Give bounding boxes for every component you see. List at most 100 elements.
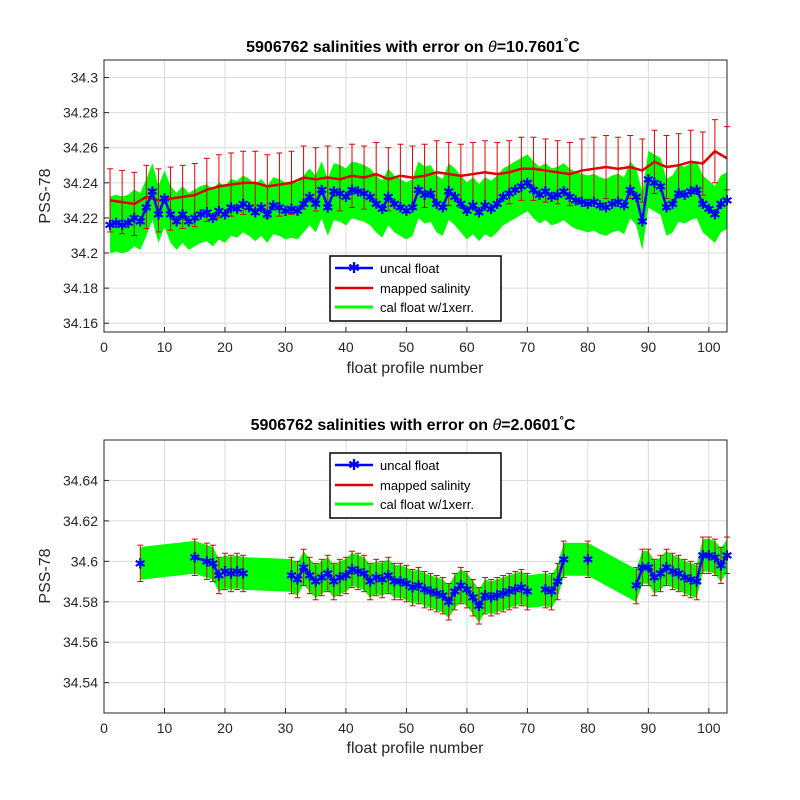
tick-label-x: 50 (399, 720, 415, 736)
uncal-float-point: ✱ (685, 572, 697, 588)
uncal-float-point: ✱ (292, 572, 304, 588)
uncal-float-point: ✱ (292, 203, 304, 219)
panel-top-mapped-line (109, 149, 728, 206)
tick-label-x: 100 (697, 339, 721, 355)
uncal-float-point: ✱ (298, 196, 310, 212)
tick-label-y: 34.26 (63, 140, 98, 156)
uncal-float-point: ✱ (340, 189, 352, 205)
uncal-float-point: ✱ (352, 563, 364, 579)
uncal-float-point: ✱ (225, 565, 237, 581)
panel-bottom-uncal-line: ✱ ✱ ✱✱✱✱✱✱✱ ✱✱✱✱✱✱✱✱✱✱✱✱✱✱✱✱✱✱✱✱✱✱✱✱✱✱✱✱✱✱✱… (134, 547, 732, 614)
uncal-float-point: ✱ (153, 206, 165, 222)
uncal-float-point: ✱ (304, 567, 316, 583)
uncal-float-point: ✱ (140, 199, 152, 215)
panel-bottom-cal-band (140, 538, 727, 623)
panel-top: 5906762 salinities with error on θ=10.76… (37, 37, 733, 377)
uncal-float-point: ✱ (461, 582, 473, 598)
uncal-float-point: ✱ (225, 199, 237, 215)
uncal-float-point: ✱ (503, 584, 515, 600)
uncal-float-point: ✱ (570, 192, 582, 208)
uncal-float-point: ✱ (661, 199, 673, 215)
tick-label-x: 10 (157, 720, 173, 736)
panel-top-uncal-line: ✱✱✱✱✱✱✱✱✱✱✱✱✱✱✱✱✱✱✱✱✱✱✱✱✱✱✱✱✱✱✱✱✱✱✱✱✱✱✱✱… (104, 171, 733, 233)
uncal-float-point: ✱ (661, 559, 673, 575)
uncal-float-point: ✱ (655, 178, 667, 194)
uncal-float-point: ✱ (171, 213, 183, 229)
uncal-float-point: ✱ (134, 213, 146, 229)
uncal-float-point: ✱ (558, 184, 570, 200)
uncal-float-point: ✱ (237, 196, 249, 212)
legend-cal-label: cal float w/1xerr. (380, 497, 474, 512)
uncal-float-point: ✱ (497, 586, 509, 602)
uncal-float-point: ✱ (522, 175, 534, 191)
uncal-float-point: ✱ (425, 584, 437, 600)
uncal-float-point: ✱ (509, 582, 521, 598)
uncal-float-point: ✱ (588, 194, 600, 210)
uncal-float-point: ✱ (630, 189, 642, 205)
uncal-float-point: ✱ (334, 570, 346, 586)
tick-label-x: 70 (520, 720, 536, 736)
panel-top-title: 5906762 salinities with error on θ=10.76… (246, 37, 580, 56)
legend-mapped-label: mapped salinity (380, 478, 471, 493)
tick-label-y: 34.16 (63, 315, 98, 331)
uncal-float-point: ✱ (328, 184, 340, 200)
uncal-float-point: ✱ (485, 201, 497, 217)
uncal-float-point: ✱ (388, 574, 400, 590)
tick-label-y: 34.58 (63, 594, 98, 610)
uncal-float-point: ✱ (491, 196, 503, 212)
uncal-float-point: ✱ (558, 551, 570, 567)
legend-uncal-label: uncal float (380, 261, 440, 276)
uncal-float-point: ✱ (165, 206, 177, 222)
uncal-float-point: ✱ (479, 198, 491, 214)
tick-label-x: 0 (100, 720, 108, 736)
tick-label-x: 20 (217, 720, 233, 736)
tick-label-x: 20 (217, 339, 233, 355)
uncal-float-point: ✱ (479, 588, 491, 604)
uncal-float-point: ✱ (395, 199, 407, 215)
uncal-float-point: ✱ (715, 557, 727, 573)
uncal-float-point: ✱ (491, 588, 503, 604)
uncal-float-point: ✱ (370, 570, 382, 586)
uncal-float-point: ✱ (413, 578, 425, 594)
tick-label-x: 90 (641, 720, 657, 736)
uncal-float-point: ✱ (286, 567, 298, 583)
uncal-float-point: ✱ (419, 187, 431, 203)
uncal-float-point: ✱ (618, 198, 630, 214)
uncal-float-point: ✱ (243, 199, 255, 215)
uncal-float-point: ✱ (255, 199, 267, 215)
uncal-float-point: ✱ (576, 194, 588, 210)
uncal-float-point: ✱ (703, 547, 715, 563)
uncal-float-point: ✱ (449, 189, 461, 205)
panel-bottom-axes-box (103, 439, 728, 714)
uncal-float-point: ✱ (201, 553, 213, 569)
uncal-float-point: ✱ (219, 563, 231, 579)
uncal-float-point: ✱ (249, 205, 261, 221)
panel-top-ylabel: PSS-78 (37, 168, 54, 223)
uncal-float-point: ✱ (395, 574, 407, 590)
tick-label-x: 80 (580, 339, 596, 355)
uncal-float-point: ✱ (352, 184, 364, 200)
uncal-float-point: ✱ (697, 547, 709, 563)
uncal-float-point: ✱ (431, 196, 443, 212)
uncal-float-point: ✱ (503, 185, 515, 201)
uncal-float-point: ✱ (449, 584, 461, 600)
panel-bottom-title: 5906762 salinities with error on θ=2.060… (251, 415, 576, 434)
uncal-float-point: ✱ (134, 555, 146, 571)
uncal-float-point: ✱ (715, 196, 727, 212)
uncal-float-point: ✱ (207, 555, 219, 571)
uncal-float-line (545, 558, 565, 594)
uncal-float-point: ✱ (382, 567, 394, 583)
uncal-float-point: ✱ (697, 196, 709, 212)
uncal-float-point: ✱ (310, 574, 322, 590)
panel-top-ticks: 0 10 20 30 40 50 60 70 80 90 100 34.16 34.18 34.2 34.2… (63, 70, 721, 355)
uncal-float-point: ✱ (183, 213, 195, 229)
tick-label-y: 34.3 (71, 70, 98, 86)
uncal-float-point: ✱ (364, 189, 376, 205)
uncal-float-point: ✱ (231, 201, 243, 217)
mapped-salinity-line (109, 149, 728, 206)
uncal-float-point: ✱ (334, 185, 346, 201)
uncal-float-point: ✱ (280, 203, 292, 219)
uncal-float-point: ✱ (407, 580, 419, 596)
uncal-float-point: ✱ (552, 574, 564, 590)
